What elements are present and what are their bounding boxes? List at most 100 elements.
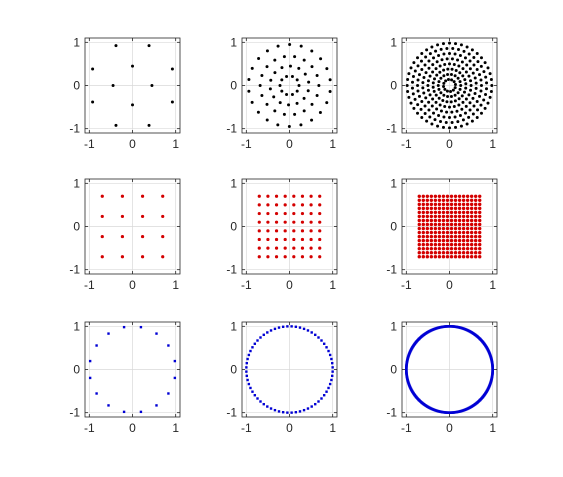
data-point — [422, 75, 426, 79]
data-point — [299, 123, 303, 127]
data-point — [478, 226, 482, 231]
data-point — [310, 65, 314, 69]
data-point — [437, 210, 442, 215]
data-point — [283, 229, 287, 233]
data-point — [479, 111, 483, 115]
data-point — [429, 222, 434, 227]
data-point — [283, 255, 287, 259]
data-point — [431, 70, 435, 74]
data-point — [453, 226, 458, 231]
data-point — [448, 62, 451, 66]
data-point — [122, 325, 126, 329]
data-point — [478, 198, 482, 203]
data-point — [257, 255, 261, 259]
data-point — [428, 52, 432, 56]
data-point — [457, 64, 461, 68]
data-point — [417, 94, 421, 98]
data-point — [327, 349, 330, 353]
data-point — [273, 58, 277, 62]
data-point — [441, 42, 445, 46]
data-point — [451, 47, 455, 51]
data-point — [412, 106, 416, 110]
y-tick-label: 0 — [390, 363, 397, 377]
data-point — [253, 342, 257, 345]
data-point — [426, 84, 430, 87]
data-point — [245, 366, 248, 369]
data-point — [441, 242, 446, 247]
data-point — [315, 73, 319, 77]
data-point — [266, 331, 269, 334]
data-point — [421, 238, 426, 243]
data-point — [439, 109, 443, 113]
data-point — [257, 211, 261, 216]
data-point — [465, 202, 470, 207]
data-point — [411, 92, 415, 96]
data-point — [433, 250, 438, 255]
data-point — [247, 353, 251, 357]
data-point — [286, 411, 289, 414]
data-point — [434, 100, 438, 104]
data-point — [441, 230, 446, 235]
data-point — [298, 326, 302, 329]
data-point — [266, 203, 270, 207]
data-point — [274, 246, 279, 250]
data-point — [463, 78, 467, 82]
data-point — [299, 44, 303, 48]
data-point — [441, 222, 446, 227]
data-point — [416, 56, 420, 60]
data-point — [469, 84, 473, 87]
data-point — [429, 250, 434, 255]
data-point — [433, 214, 438, 219]
data-point — [266, 220, 270, 224]
data-point — [147, 123, 151, 127]
data-point — [328, 353, 332, 357]
data-point — [320, 339, 323, 342]
data-point — [107, 404, 110, 407]
data-point — [269, 78, 273, 82]
data-point — [331, 374, 334, 378]
data-point — [456, 91, 460, 95]
data-point — [331, 361, 334, 365]
data-point — [173, 376, 177, 380]
data-point — [434, 49, 438, 53]
data-point — [465, 198, 470, 203]
data-point — [445, 57, 449, 61]
data-point — [436, 84, 440, 87]
data-point — [445, 230, 450, 235]
data-point — [453, 74, 457, 78]
data-point — [245, 374, 248, 378]
data-point — [285, 74, 289, 78]
data-point — [458, 114, 462, 118]
data-point — [473, 194, 478, 198]
data-point — [257, 220, 261, 224]
y-tick-label: -1 — [226, 122, 237, 136]
data-point — [273, 408, 277, 412]
data-point — [278, 84, 282, 87]
data-point — [465, 226, 470, 231]
data-point — [479, 64, 483, 68]
data-point — [266, 246, 270, 250]
data-point — [449, 95, 453, 99]
data-point — [451, 88, 455, 92]
y-tick-label: -1 — [386, 406, 397, 420]
data-point — [465, 250, 470, 255]
data-point — [310, 405, 313, 408]
data-point — [417, 255, 421, 259]
data-point — [465, 194, 470, 198]
data-point — [277, 326, 281, 329]
data-point — [457, 255, 462, 259]
data-point — [456, 76, 460, 80]
data-point — [247, 382, 251, 386]
data-point — [478, 94, 482, 98]
data-point — [170, 67, 174, 71]
data-point — [433, 238, 438, 243]
data-point — [300, 194, 305, 198]
data-point — [302, 408, 306, 412]
data-point — [465, 230, 470, 235]
data-point — [449, 226, 454, 231]
data-point — [465, 234, 470, 239]
data-point — [100, 255, 104, 259]
data-point — [441, 246, 446, 251]
x-tick-label: -1 — [401, 278, 412, 292]
